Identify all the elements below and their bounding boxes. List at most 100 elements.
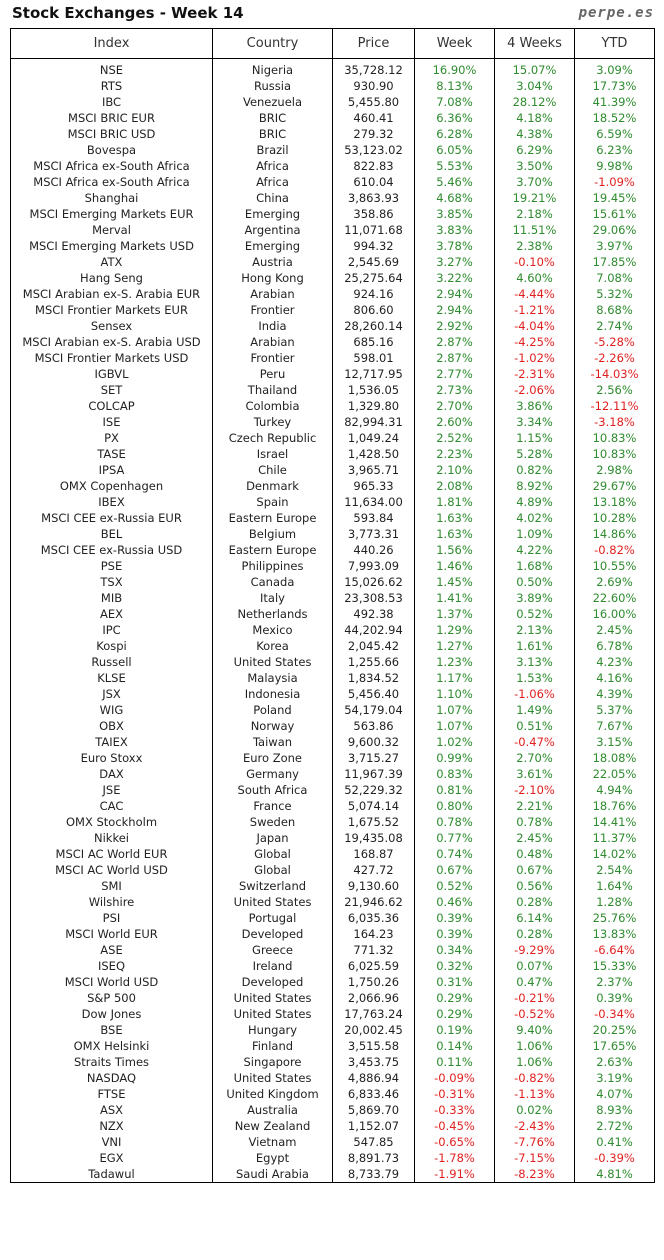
price-cell: 19,435.08 [332, 830, 415, 846]
week-change-cell: -0.33% [414, 1102, 495, 1118]
table-row: CAC France 5,074.14 0.80% 2.21% 18.76% [10, 798, 655, 814]
four-weeks-change-cell: 0.52% [494, 606, 575, 622]
week-change-cell: 0.39% [414, 926, 495, 942]
four-weeks-change-cell: 3.61% [494, 766, 575, 782]
table-row: KLSE Malaysia 1,834.52 1.17% 1.53% 4.16% [10, 670, 655, 686]
four-weeks-change-cell: 0.07% [494, 958, 575, 974]
index-cell: Russell [10, 654, 213, 670]
country-cell: Switzerland [212, 878, 333, 894]
four-weeks-change-cell: 0.78% [494, 814, 575, 830]
index-cell: TASE [10, 446, 213, 462]
index-cell: OMX Copenhagen [10, 478, 213, 494]
ytd-change-cell: -2.26% [574, 350, 655, 366]
column-header-ytd: YTD [574, 28, 655, 59]
four-weeks-change-cell: -2.10% [494, 782, 575, 798]
week-change-cell: 0.14% [414, 1038, 495, 1054]
week-change-cell: 1.02% [414, 734, 495, 750]
four-weeks-change-cell: 2.21% [494, 798, 575, 814]
country-cell: Global [212, 862, 333, 878]
price-cell: 822.83 [332, 158, 415, 174]
index-cell: MSCI Africa ex-South Africa [10, 158, 213, 174]
index-cell: Kospi [10, 638, 213, 654]
week-change-cell: 6.05% [414, 142, 495, 158]
table-row: Nikkei Japan 19,435.08 0.77% 2.45% 11.37% [10, 830, 655, 846]
country-cell: Emerging [212, 238, 333, 254]
index-cell: Nikkei [10, 830, 213, 846]
country-cell: Singapore [212, 1054, 333, 1070]
country-cell: India [212, 318, 333, 334]
price-cell: 930.90 [332, 78, 415, 94]
four-weeks-change-cell: -4.25% [494, 334, 575, 350]
four-weeks-change-cell: 8.92% [494, 478, 575, 494]
country-cell: Ireland [212, 958, 333, 974]
four-weeks-change-cell: -1.06% [494, 686, 575, 702]
week-change-cell: 0.29% [414, 990, 495, 1006]
four-weeks-change-cell: 4.60% [494, 270, 575, 286]
price-cell: 593.84 [332, 510, 415, 526]
ytd-change-cell: 5.32% [574, 286, 655, 302]
index-cell: SET [10, 382, 213, 398]
four-weeks-change-cell: -2.06% [494, 382, 575, 398]
index-cell: OMX Stockholm [10, 814, 213, 830]
brand-watermark: perpe.es [578, 5, 654, 21]
price-cell: 164.23 [332, 926, 415, 942]
table-row: ISEQ Ireland 6,025.59 0.32% 0.07% 15.33% [10, 958, 655, 974]
ytd-change-cell: 4.16% [574, 670, 655, 686]
index-cell: TSX [10, 574, 213, 590]
week-change-cell: 2.87% [414, 350, 495, 366]
table-row: IBC Venezuela 5,455.80 7.08% 28.12% 41.39% [10, 94, 655, 110]
country-cell: Indonesia [212, 686, 333, 702]
ytd-change-cell: 2.72% [574, 1118, 655, 1134]
country-cell: Australia [212, 1102, 333, 1118]
ytd-change-cell: 14.02% [574, 846, 655, 862]
table-row: MSCI Arabian ex-S. Arabia USD Arabian 685.… [10, 334, 655, 350]
table-row: AEX Netherlands 492.38 1.37% 0.52% 16.00% [10, 606, 655, 622]
table-row: MSCI CEE ex-Russia EUR Eastern Europe 593.… [10, 510, 655, 526]
table-row: NASDAQ United States 4,886.94 -0.09% -0.82% 3… [10, 1070, 655, 1086]
ytd-change-cell: 0.39% [574, 990, 655, 1006]
index-cell: IGBVL [10, 366, 213, 382]
table-row: MSCI Africa ex-South Africa Africa 610.04 5… [10, 174, 655, 190]
ytd-change-cell: -5.28% [574, 334, 655, 350]
week-change-cell: 0.67% [414, 862, 495, 878]
index-cell: BSE [10, 1022, 213, 1038]
week-change-cell: 0.46% [414, 894, 495, 910]
price-cell: 3,773.31 [332, 526, 415, 542]
country-cell: Chile [212, 462, 333, 478]
week-change-cell: 0.74% [414, 846, 495, 862]
ytd-change-cell: 7.08% [574, 270, 655, 286]
table-row: IBEX Spain 11,634.00 1.81% 4.89% 13.18% [10, 494, 655, 510]
country-cell: Finland [212, 1038, 333, 1054]
week-change-cell: 0.11% [414, 1054, 495, 1070]
four-weeks-change-cell: 0.02% [494, 1102, 575, 1118]
index-cell: ISEQ [10, 958, 213, 974]
ytd-change-cell: 8.68% [574, 302, 655, 318]
index-cell: Dow Jones [10, 1006, 213, 1022]
week-change-cell: 2.73% [414, 382, 495, 398]
ytd-change-cell: 2.63% [574, 1054, 655, 1070]
country-cell: France [212, 798, 333, 814]
price-cell: 11,071.68 [332, 222, 415, 238]
ytd-change-cell: 6.59% [574, 126, 655, 142]
table-row: JSE South Africa 52,229.32 0.81% -2.10% 4.94% [10, 782, 655, 798]
country-cell: Argentina [212, 222, 333, 238]
country-cell: Africa [212, 158, 333, 174]
four-weeks-change-cell: 0.48% [494, 846, 575, 862]
table-row: Wilshire United States 21,946.62 0.46% 0.28%… [10, 894, 655, 910]
week-change-cell: 0.31% [414, 974, 495, 990]
week-change-cell: 1.63% [414, 526, 495, 542]
week-change-cell: 6.28% [414, 126, 495, 142]
ytd-change-cell: 25.76% [574, 910, 655, 926]
country-cell: Egypt [212, 1150, 333, 1166]
index-cell: IBEX [10, 494, 213, 510]
country-cell: Frontier [212, 302, 333, 318]
index-cell: BEL [10, 526, 213, 542]
price-cell: 427.72 [332, 862, 415, 878]
table-row: PX Czech Republic 1,049.24 2.52% 1.15% 10.83% [10, 430, 655, 446]
four-weeks-change-cell: 0.51% [494, 718, 575, 734]
price-cell: 279.32 [332, 126, 415, 142]
week-change-cell: 16.90% [414, 58, 495, 78]
ytd-change-cell: 13.18% [574, 494, 655, 510]
price-cell: 6,025.59 [332, 958, 415, 974]
week-change-cell: 8.13% [414, 78, 495, 94]
